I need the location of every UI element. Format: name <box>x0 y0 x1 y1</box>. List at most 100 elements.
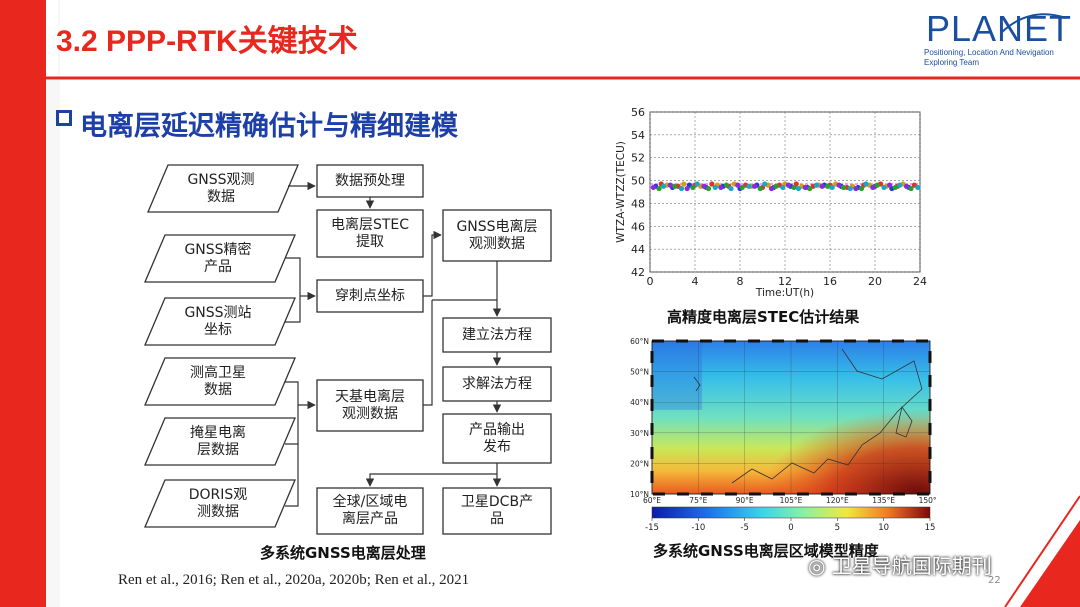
input-gnss-obs: GNSS观测 数据 <box>187 171 255 205</box>
process-preprocess: 数据预处理 <box>335 172 405 189</box>
stec-point <box>836 182 842 188</box>
input-doris: DORIS观 测数据 <box>188 486 248 520</box>
iono-island <box>895 406 913 438</box>
stec-point <box>723 182 730 188</box>
stec-y-tick: 54 <box>631 129 645 142</box>
stec-point <box>829 184 835 191</box>
corner-triangle <box>1020 520 1080 607</box>
stec-point <box>881 184 887 191</box>
process-gnss-iono-obs: GNSS电离层 观测数据 <box>456 218 538 252</box>
process-solve-eq: 求解法方程 <box>462 375 532 392</box>
stec-chart: 0 4 8 12 16 20 244244464850525456Time:UT(h)WTZ… <box>615 106 927 299</box>
stec-point <box>887 182 893 188</box>
stec-point <box>795 185 802 192</box>
stec-point <box>762 181 768 187</box>
stec-point <box>773 183 779 189</box>
iono-colorbar-tick: -5 <box>740 523 748 533</box>
process-shape-global <box>316 487 424 535</box>
iono-x-tick: 120°E <box>826 496 849 505</box>
iono-x-tick: 105°E <box>780 496 803 505</box>
stec-x-tick: 20 <box>868 275 882 288</box>
input-gnss-precise: GNSS精密 产品 <box>184 241 252 275</box>
stec-point <box>678 185 685 192</box>
process-build-eq: 建立法方程 <box>462 326 532 343</box>
stec-y-label: WTZA-WTZZ(TECU) <box>615 141 627 243</box>
flow-connectors <box>285 181 502 507</box>
stec-point <box>656 185 662 192</box>
stec-x-tick: 0 <box>647 275 654 288</box>
iono-y-tick: 40°N <box>630 398 649 407</box>
watermark: ◎ 卫星导航国际期刊 <box>808 550 992 579</box>
stec-point <box>752 183 758 189</box>
logo-swoosh-icon <box>1001 13 1067 33</box>
stec-point <box>709 181 715 187</box>
stec-y-tick: 52 <box>631 152 645 165</box>
stec-point <box>712 184 718 191</box>
watermark-text: 卫星导航国际期刊 <box>831 554 992 578</box>
process-shape-space-obs <box>316 379 424 432</box>
process-shape-stec <box>316 209 424 258</box>
stec-y-tick: 42 <box>631 266 645 279</box>
input-occultation: 掩星电离 层数据 <box>190 424 246 458</box>
stec-point <box>785 182 791 188</box>
stec-point <box>903 183 910 189</box>
iono-x-tick: 90°E <box>736 496 754 505</box>
stec-x-tick: 4 <box>692 275 699 288</box>
stec-y-tick: 48 <box>631 197 645 210</box>
stec-point <box>672 183 678 189</box>
stec-point <box>915 184 921 191</box>
iono-colorbar-tick: 0 <box>788 523 793 533</box>
stec-point <box>694 181 700 187</box>
stec-point <box>807 185 813 192</box>
stec-point <box>819 183 825 189</box>
left-notch <box>46 0 58 80</box>
stec-point <box>705 185 712 192</box>
slide-title: 3.2 PPP-RTK关键技术 <box>56 25 358 58</box>
iono-y-tick: 20°N <box>630 459 649 468</box>
bullet-square-icon <box>56 110 72 126</box>
stec-point <box>791 184 797 191</box>
stec-point <box>728 185 734 192</box>
process-shape-dcb <box>442 487 552 535</box>
iono-map: 60°E 75°E 90°E 105°E 120°E 135°E 150°E 10°N 20°N… <box>630 337 937 533</box>
stec-y-tick: 50 <box>631 175 645 188</box>
process-global-product: 全球/区域电 离层产品 <box>332 494 408 527</box>
iono-x-tick: 60°E <box>643 496 661 505</box>
iono-coastline <box>731 348 923 484</box>
process-shape-build-eq <box>442 317 552 353</box>
stec-point <box>863 181 869 187</box>
iono-y-tick: 50°N <box>630 368 649 377</box>
iono-colorbar-tick: 15 <box>925 523 936 533</box>
page-number: 22 <box>988 575 1001 586</box>
stec-point <box>847 185 853 192</box>
stec-point <box>739 184 745 191</box>
iono-colorbar-tick: 5 <box>835 523 840 533</box>
stec-point <box>870 184 876 191</box>
stec-point <box>757 185 763 192</box>
input-shape-doris <box>144 479 296 528</box>
stec-x-label: Time:UT(h) <box>755 287 814 299</box>
process-stec-extract: 电离层STEC 提取 <box>330 216 410 250</box>
input-shape-gnss-station <box>144 297 296 346</box>
iono-map-caption: 多系统GNSS电离层区域模型精度 <box>653 542 879 560</box>
stec-point <box>746 183 752 189</box>
stec-point <box>667 182 673 188</box>
logo-tagline-2: Exploring Team <box>924 58 979 67</box>
process-shape-pierce <box>316 279 424 313</box>
stec-point <box>684 185 690 192</box>
iono-colorbar-tick: -15 <box>645 523 659 533</box>
iono-frame <box>651 340 931 495</box>
process-space-obs: 天基电离层 观测数据 <box>335 388 405 422</box>
iono-lake <box>693 376 701 392</box>
iono-x-tick: 150°E <box>919 496 937 505</box>
stec-y-tick: 44 <box>631 243 645 256</box>
iono-colorbar <box>651 506 931 519</box>
stec-point <box>858 185 865 192</box>
wechat-icon: ◎ <box>808 554 826 578</box>
stec-point <box>892 184 898 191</box>
stec-point <box>735 182 741 188</box>
citation: Ren et al., 2016; Ren et al., 2020a, 202… <box>118 572 470 588</box>
